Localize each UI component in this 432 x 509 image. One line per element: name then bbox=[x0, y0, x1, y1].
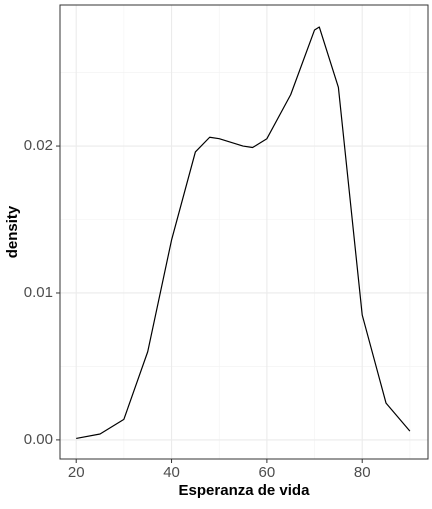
x-tick-label: 20 bbox=[68, 464, 85, 481]
x-tick-label: 60 bbox=[259, 464, 276, 481]
y-tick-label: 0.01 bbox=[24, 284, 53, 301]
plot bbox=[76, 26, 411, 440]
y-tick-label: 0.02 bbox=[24, 137, 53, 154]
x-tick-label: 40 bbox=[163, 464, 180, 481]
density-line bbox=[76, 26, 411, 440]
panel-border bbox=[59, 4, 429, 460]
y-tick-label: 0.00 bbox=[24, 431, 53, 448]
y-axis-label: density bbox=[4, 205, 21, 258]
x-tick-label: 80 bbox=[354, 464, 371, 481]
x-axis-label: Esperanza de vida bbox=[179, 482, 311, 499]
